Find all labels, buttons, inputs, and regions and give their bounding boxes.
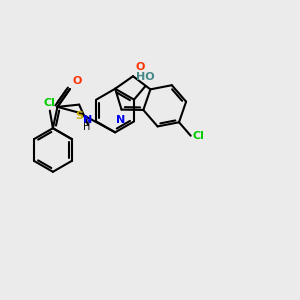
Text: N: N (83, 116, 93, 125)
Text: S: S (75, 110, 83, 121)
Text: N: N (116, 115, 125, 124)
Text: O: O (73, 76, 82, 86)
Text: O: O (136, 62, 146, 72)
Text: Cl: Cl (44, 98, 56, 108)
Text: Cl: Cl (193, 131, 205, 141)
Text: HO: HO (136, 72, 155, 82)
Text: H: H (83, 122, 91, 132)
